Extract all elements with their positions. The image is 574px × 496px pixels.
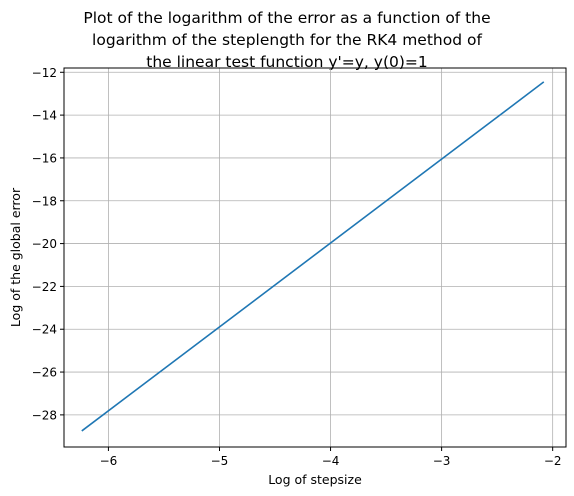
x-tick-label: −4: [322, 454, 340, 468]
chart-title-line-1: Plot of the logarithm of the error as a …: [83, 9, 491, 27]
x-axis-ticks: −6 −5 −4 −3 −2: [100, 447, 562, 468]
x-tick-label: −5: [211, 454, 229, 468]
x-tick-label: −2: [544, 454, 562, 468]
y-axis-ticks: −28 −26 −24 −22 −20 −18 −16 −14 −12: [32, 66, 64, 422]
x-axis-label: Log of stepsize: [268, 472, 362, 487]
x-tick-label: −6: [100, 454, 118, 468]
y-tick-label: −12: [32, 66, 57, 80]
y-tick-label: −18: [32, 194, 57, 208]
y-axis-label: Log of the global error: [8, 187, 23, 327]
y-tick-label: −28: [32, 408, 57, 422]
chart-title-line-3: the linear test function y'=y, y(0)=1: [146, 53, 428, 71]
grid-lines: [64, 68, 566, 447]
series-layer: [81, 81, 545, 432]
y-tick-label: −26: [32, 366, 57, 380]
y-tick-label: −16: [32, 151, 57, 165]
y-tick-label: −24: [32, 323, 57, 337]
chart-title-line-2: logarithm of the steplength for the RK4 …: [92, 31, 482, 49]
y-tick-label: −14: [32, 109, 57, 123]
y-tick-label: −22: [32, 280, 57, 294]
series-line: [81, 81, 545, 432]
x-tick-label: −3: [433, 454, 451, 468]
plot-frame: [63, 67, 567, 448]
y-tick-label: −20: [32, 237, 57, 251]
